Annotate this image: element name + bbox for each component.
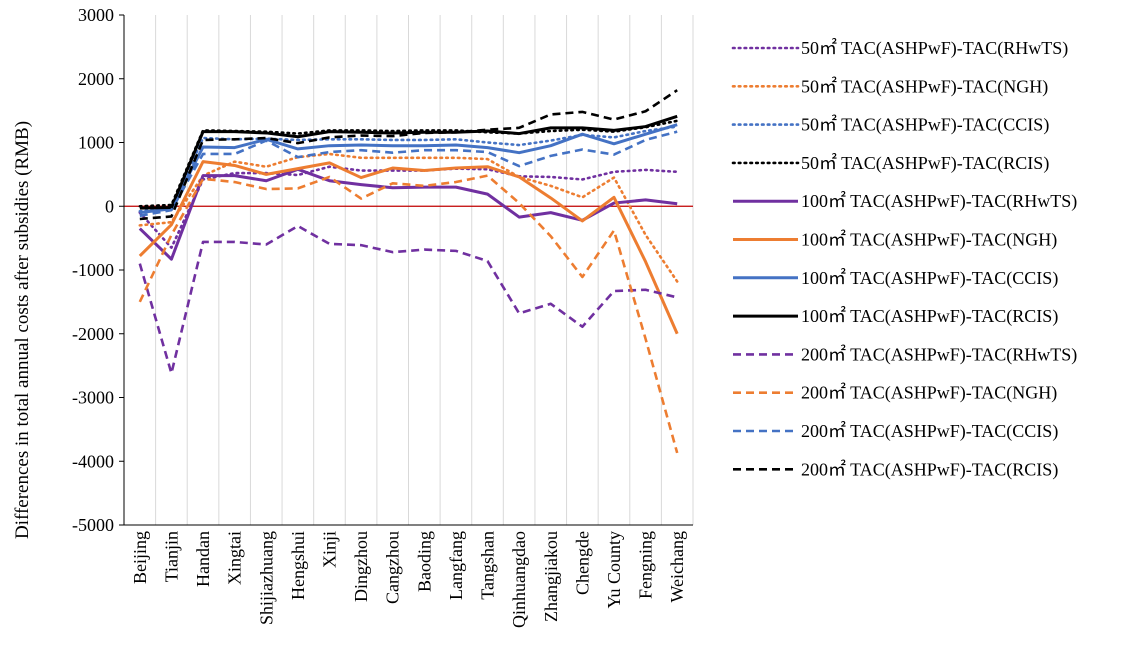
x-tick-label: Tianjin	[161, 531, 181, 582]
legend-label: 50㎡ TAC(ASHPwF)-TAC(RHwTS)	[801, 37, 1068, 59]
y-tick-label: 0	[105, 196, 114, 216]
series-line-9	[138, 224, 678, 375]
legend-label: 100㎡ TAC(ASHPwF)-TAC(RCIS)	[801, 305, 1058, 327]
y-tick-label: 3000	[78, 5, 114, 25]
grid-lines	[155, 15, 694, 525]
y-tick-label: 2000	[78, 69, 114, 89]
y-tick-label: -5000	[72, 515, 114, 535]
legend-label: 100㎡ TAC(ASHPwF)-TAC(CCIS)	[801, 267, 1058, 289]
y-tick-label: -4000	[72, 451, 114, 471]
x-tick-label: Dingzhou	[351, 531, 371, 602]
legend-label: 100㎡ TAC(ASHPwF)-TAC(NGH)	[801, 229, 1057, 251]
x-tick-label: Qinhuangdao	[509, 531, 529, 628]
x-tick-label: Weichang	[667, 531, 687, 603]
y-tick-label: 1000	[78, 133, 114, 153]
x-tick-label: Langfang	[446, 531, 466, 600]
x-tick-label: Tangshan	[478, 531, 498, 600]
legend-label: 200㎡ TAC(ASHPwF)-TAC(NGH)	[801, 382, 1057, 404]
legend-label: 100㎡ TAC(ASHPwF)-TAC(RHwTS)	[801, 190, 1077, 212]
x-tick-label: Handan	[193, 531, 213, 587]
y-tick-label: -3000	[72, 388, 114, 408]
x-tick-label: Baoding	[414, 531, 434, 592]
series-line-10	[138, 174, 679, 454]
x-tick-label: Xinji	[319, 531, 339, 568]
x-tick-label: Shijiazhuang	[256, 531, 276, 625]
legend-label: 50㎡ TAC(ASHPwF)-TAC(NGH)	[801, 75, 1048, 97]
series-line-11	[139, 130, 678, 218]
legend-label: 200㎡ TAC(ASHPwF)-TAC(CCIS)	[801, 420, 1058, 442]
x-tick-label: Beijing	[130, 531, 150, 584]
legend-label: 200㎡ TAC(ASHPwF)-TAC(RCIS)	[801, 458, 1058, 480]
y-tick-label: -2000	[72, 324, 114, 344]
series-lines	[138, 89, 679, 454]
series-line-6	[138, 160, 679, 335]
x-tick-label: Chengde	[572, 531, 592, 595]
x-tick-label: Yu County	[604, 531, 624, 609]
legend-label: 50㎡ TAC(ASHPwF)-TAC(RCIS)	[801, 152, 1049, 174]
legend: 50㎡ TAC(ASHPwF)-TAC(RHwTS) 50㎡ TAC(ASHPwF…	[731, 37, 1077, 480]
x-tick-label: Zhangjiakou	[541, 531, 561, 622]
y-tick-label: -1000	[72, 260, 114, 280]
series-line-8	[139, 114, 678, 210]
x-tick-label: Xingtai	[225, 531, 245, 585]
x-tick-labels: Beijing Tianjin Handan Xingtai Shijiazhuang H…	[130, 531, 687, 628]
series-line-7	[139, 123, 678, 215]
x-tick-label: Cangzhou	[383, 531, 403, 604]
legend-label: 200㎡ TAC(ASHPwF)-TAC(RHwTS)	[801, 343, 1077, 365]
x-tick-label: Fengning	[636, 531, 656, 599]
legend-label: 50㎡ TAC(ASHPwF)-TAC(CCIS)	[801, 114, 1049, 136]
x-tick-label: Hengshui	[288, 531, 308, 600]
y-tick-labels: -5000 -4000 -3000 -2000 -1000 0 1000 2000 3000	[72, 5, 114, 535]
y-axis-label: Differences in total annual costs after …	[12, 121, 33, 539]
axes	[119, 14, 693, 526]
